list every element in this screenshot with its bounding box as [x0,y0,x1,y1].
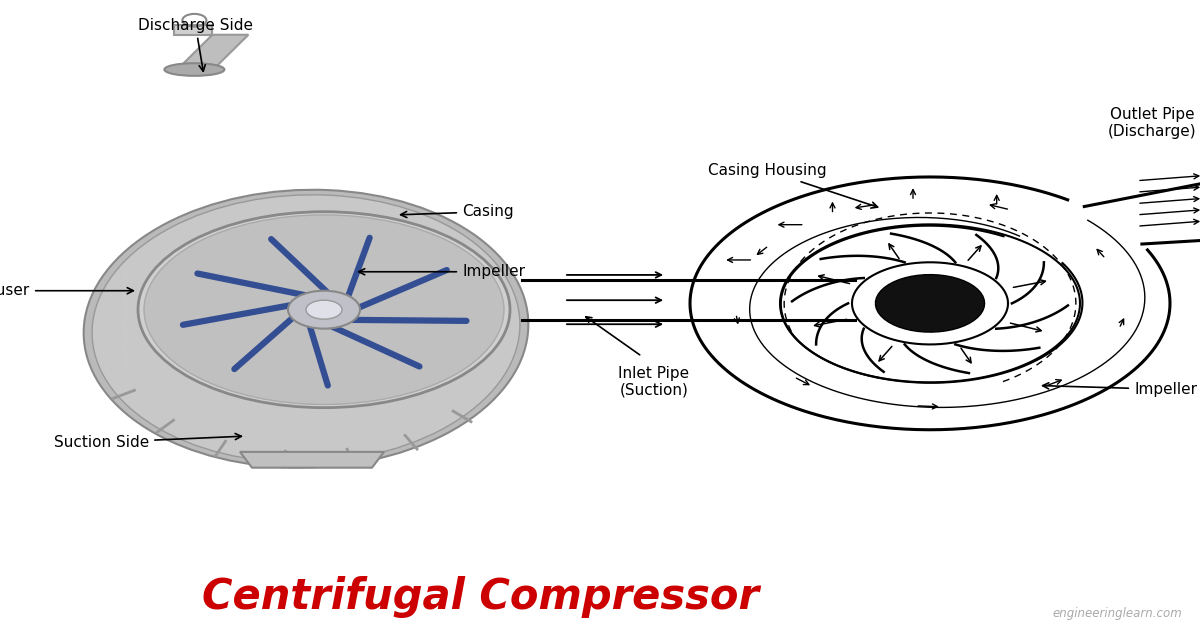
Text: Casing Housing: Casing Housing [708,163,877,208]
Text: Inlet Pipe
(Suction): Inlet Pipe (Suction) [618,365,690,398]
Text: Suction Side: Suction Side [54,434,241,450]
Text: Impeller: Impeller [1043,382,1198,397]
Ellipse shape [84,190,528,468]
Polygon shape [876,275,985,332]
Text: Outlet Pipe
(Discharge): Outlet Pipe (Discharge) [1108,107,1196,140]
Text: Centrifugal Compressor: Centrifugal Compressor [202,576,758,618]
Text: Impeller: Impeller [359,264,526,279]
Ellipse shape [138,212,510,408]
Text: Discharge Side: Discharge Side [138,18,253,71]
Ellipse shape [92,195,520,463]
Text: Diffuser: Diffuser [0,283,133,298]
Ellipse shape [288,291,360,329]
Text: Casing: Casing [401,204,514,219]
Ellipse shape [164,63,224,76]
Polygon shape [174,25,212,35]
Ellipse shape [306,300,342,319]
Polygon shape [240,452,384,468]
Text: engineeringlearn.com: engineeringlearn.com [1052,607,1182,619]
Polygon shape [174,35,248,73]
Text: engineeringlearn.com: engineeringlearn.com [121,267,131,365]
Ellipse shape [144,215,504,404]
